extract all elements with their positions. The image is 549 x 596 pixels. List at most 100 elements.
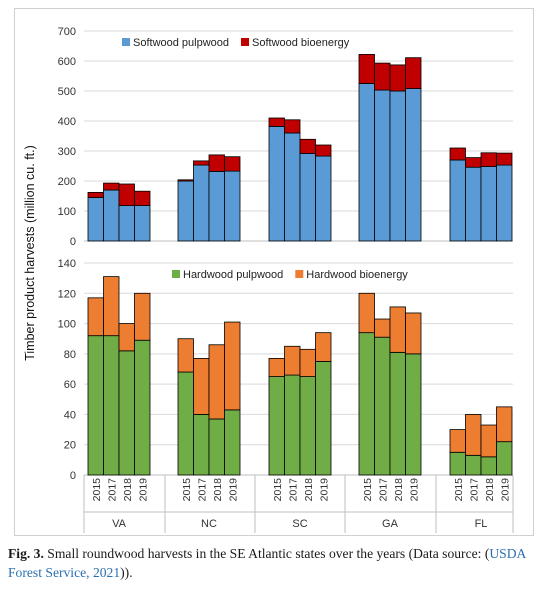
bar-hardwood-pulpwood-ga-2017: [374, 336, 391, 476]
bar-hardwood-pulpwood-sc-2019: [315, 361, 332, 476]
y-tick-label: 140: [58, 258, 76, 270]
bar-hardwood-pulpwood-nc-2018: [208, 418, 225, 476]
bar-softwood-pulpwood-sc-2018: [299, 152, 316, 242]
bar-hardwood-bioenergy-ga-2018: [389, 306, 406, 353]
bar-hardwood-bioenergy-sc-2019: [315, 332, 332, 362]
bar-softwood-bioenergy-fl-2019: [496, 152, 513, 166]
bar-softwood-pulpwood-fl-2015: [449, 159, 466, 242]
legend-swatch-hardwood-pulpwood: [172, 270, 180, 278]
bar-hardwood-pulpwood-fl-2015: [449, 451, 466, 476]
bar-hardwood-bioenergy-va-2017: [103, 276, 120, 337]
bar-softwood-pulpwood-sc-2015: [268, 126, 285, 242]
y-tick-label: 0: [70, 236, 76, 248]
bar-hardwood-pulpwood-sc-2015: [268, 376, 285, 476]
y-tick-label: 200: [58, 176, 76, 188]
bar-hardwood-pulpwood-nc-2017: [193, 414, 210, 476]
bar-hardwood-bioenergy-sc-2017: [284, 345, 301, 376]
bar-softwood-pulpwood-ga-2015: [358, 83, 375, 242]
bar-hardwood-bioenergy-va-2019: [134, 292, 151, 341]
bar-softwood-bioenergy-nc-2019: [224, 156, 241, 172]
bar-hardwood-bioenergy-fl-2015: [449, 429, 466, 453]
legend-swatch-hardwood-bioenergy: [295, 270, 304, 278]
x-tick-year-va-2018: 2018: [122, 478, 134, 502]
bar-hardwood-pulpwood-va-2018: [118, 350, 135, 476]
x-group-label-ga: GA: [382, 518, 399, 530]
bar-softwood-bioenergy-nc-2017: [193, 160, 210, 166]
legend-swatch-softwood-pulpwood: [122, 38, 130, 46]
x-tick-year-fl-2015: 2015: [453, 478, 465, 502]
bar-hardwood-bioenergy-fl-2019: [496, 406, 513, 443]
x-group-label-sc: SC: [292, 518, 307, 530]
bar-hardwood-bioenergy-nc-2017: [193, 357, 210, 415]
bar-hardwood-bioenergy-sc-2018: [299, 348, 316, 377]
y-tick-label: 100: [58, 319, 76, 331]
bar-hardwood-pulpwood-ga-2018: [389, 351, 406, 476]
y-tick-label: 80: [64, 349, 76, 361]
x-tick-year-sc-2017: 2017: [287, 478, 299, 502]
bar-softwood-bioenergy-va-2019: [134, 190, 151, 206]
x-group-label-fl: FL: [475, 518, 488, 530]
bar-softwood-bioenergy-va-2018: [118, 183, 135, 207]
bar-hardwood-pulpwood-nc-2015: [177, 371, 194, 476]
bar-softwood-bioenergy-sc-2017: [284, 119, 301, 134]
bar-softwood-pulpwood-va-2019: [134, 205, 151, 242]
bar-hardwood-pulpwood-va-2017: [103, 335, 120, 476]
bar-softwood-bioenergy-ga-2015: [358, 54, 375, 84]
bar-softwood-pulpwood-va-2018: [118, 205, 135, 242]
bar-softwood-pulpwood-sc-2017: [284, 132, 301, 242]
bar-softwood-bioenergy-fl-2015: [449, 147, 466, 161]
y-tick-label: 120: [58, 288, 76, 300]
bar-softwood-bioenergy-va-2017: [103, 182, 120, 191]
y-tick-label: 600: [58, 56, 76, 68]
bar-softwood-pulpwood-nc-2017: [193, 164, 210, 242]
legend-label-hardwood-bioenergy: Hardwood bioenergy: [306, 269, 408, 281]
bar-softwood-bioenergy-sc-2018: [299, 138, 316, 154]
bar-hardwood-pulpwood-va-2015: [87, 335, 104, 476]
bar-softwood-pulpwood-fl-2019: [496, 164, 513, 242]
x-tick-year-fl-2019: 2019: [499, 478, 511, 502]
caption-text-end: )).: [120, 565, 133, 580]
x-tick-year-va-2015: 2015: [91, 478, 103, 502]
bar-softwood-pulpwood-nc-2019: [224, 170, 241, 242]
x-tick-year-ga-2019: 2019: [408, 478, 420, 502]
x-tick-year-nc-2018: 2018: [212, 478, 224, 502]
y-tick-label: 40: [64, 409, 76, 421]
y-axis-title: Timber product harvests (million cu. ft.…: [23, 145, 37, 361]
bar-hardwood-bioenergy-va-2015: [87, 297, 104, 337]
x-tick-year-ga-2017: 2017: [377, 478, 389, 502]
bar-hardwood-pulpwood-nc-2019: [224, 409, 241, 476]
bar-hardwood-bioenergy-sc-2015: [268, 357, 285, 377]
caption-label: Fig. 3.: [8, 546, 44, 561]
x-tick-year-nc-2015: 2015: [181, 478, 193, 502]
caption-citation-link[interactable]: USDA Forest Service, 2021: [8, 546, 526, 580]
bar-hardwood-bioenergy-ga-2019: [405, 312, 422, 355]
bar-softwood-pulpwood-ga-2017: [374, 89, 391, 242]
x-tick-year-va-2019: 2019: [137, 478, 149, 502]
bar-softwood-pulpwood-ga-2019: [405, 88, 422, 242]
x-tick-year-nc-2017: 2017: [196, 478, 208, 502]
bar-hardwood-bioenergy-nc-2015: [177, 338, 194, 373]
y-tick-label: 300: [58, 146, 76, 158]
bar-softwood-pulpwood-sc-2019: [315, 155, 332, 242]
bar-softwood-bioenergy-nc-2015: [177, 179, 194, 182]
bar-softwood-bioenergy-fl-2018: [480, 152, 497, 168]
x-tick-year-ga-2015: 2015: [362, 478, 374, 502]
bar-hardwood-pulpwood-sc-2017: [284, 374, 301, 476]
x-tick-year-nc-2019: 2019: [227, 478, 239, 502]
x-tick-year-ga-2018: 2018: [393, 478, 405, 502]
bar-hardwood-bioenergy-va-2018: [118, 323, 135, 352]
bar-hardwood-pulpwood-ga-2015: [358, 332, 375, 476]
bar-softwood-bioenergy-fl-2017: [465, 157, 482, 168]
y-tick-label: 0: [70, 470, 76, 482]
x-tick-year-sc-2019: 2019: [318, 478, 330, 502]
legend-label-softwood-bioenergy: Softwood bioenergy: [252, 37, 350, 49]
bar-softwood-bioenergy-sc-2015: [268, 117, 285, 127]
x-tick-year-va-2017: 2017: [106, 478, 118, 502]
x-tick-year-sc-2018: 2018: [303, 478, 315, 502]
bar-hardwood-bioenergy-ga-2015: [358, 292, 375, 334]
bar-softwood-pulpwood-fl-2018: [480, 166, 497, 242]
bar-hardwood-pulpwood-ga-2019: [405, 353, 422, 476]
chart-frame: [14, 8, 534, 536]
y-tick-label: 400: [58, 116, 76, 128]
